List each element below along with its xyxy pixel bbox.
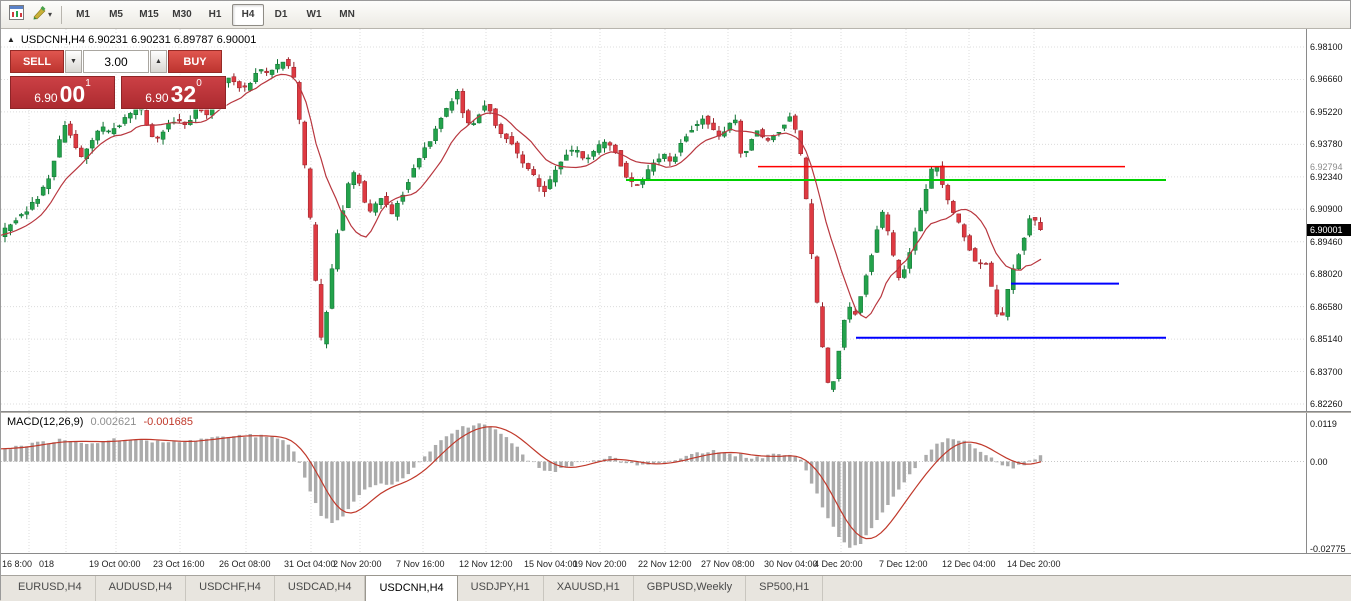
timeframe-h1[interactable]: H1 [208,8,222,20]
buy-button[interactable]: BUY [168,50,222,73]
time-axis-label: 7 Dec 12:00 [879,559,928,569]
sell-price-big: 00 [59,81,86,107]
chart-ohlc-header: USDCNH,H4 6.90231 6.90231 6.89787 6.9000… [20,34,257,46]
tab-usdcnh-h4[interactable]: USDCNH,H4 [365,575,458,601]
time-axis-label: 23 Oct 16:00 [153,559,205,569]
time-axis-label: 12 Dec 04:00 [942,559,996,569]
sell-price-sup: 1 [85,78,91,89]
price-tick: 6.89460 [1310,236,1343,247]
price-chart-pane: ▲ USDCNH,H4 6.90231 6.90231 6.89787 6.90… [1,29,1351,411]
time-axis-label: 31 Oct 04:00 [284,559,336,569]
price-plot[interactable]: ▲ USDCNH,H4 6.90231 6.90231 6.89787 6.90… [1,29,1306,411]
dropdown-caret-icon: ▾ [48,10,53,19]
price-tick: 6.95220 [1310,106,1343,117]
buy-price-quote[interactable]: 6.90 32 0 [121,76,226,109]
macd-tick: -0.02775 [1310,544,1346,554]
macd-tick: 0.0119 [1310,419,1337,429]
time-axis-label: 16 8:00 [2,559,33,569]
one-click-toggle-icon[interactable]: ▲ [7,35,15,44]
timeframe-m5[interactable]: M5 [109,8,123,20]
sell-button[interactable]: SELL [10,50,64,73]
macd-pane: MACD(12,26,9) 0.002621 -0.001685 0.0119 0… [1,413,1351,554]
time-axis-label: 14 Dec 20:00 [1007,559,1061,569]
price-tick: 6.85140 [1310,334,1343,345]
macd-tick: 0.00 [1310,456,1328,467]
time-axis-label: 30 Nov 04:00 [764,559,818,569]
tab-usdchf-h4[interactable]: USDCHF,H4 [186,576,275,601]
one-click-trading-panel: SELL ▼ ▲ BUY 6.90 00 1 6.90 32 0 [9,49,227,110]
timeframe-m15[interactable]: M15 [139,8,159,20]
spin-down-icon: ▼ [70,58,77,65]
time-axis[interactable]: 16 8:00 018 19 Oct 00:00 23 Oct 16:00 26 Oct… [1,553,1351,575]
time-axis-label: 19 Nov 20:00 [573,559,627,569]
timeframe-m1[interactable]: M1 [76,8,90,20]
timeframe-buttons: M1 M5 M15 M30 H1 H4 D1 W1 MN [67,3,363,26]
price-tick: 6.98100 [1310,42,1343,52]
price-tick: 6.82260 [1310,399,1343,409]
price-tick: 6.90900 [1310,204,1343,215]
macd-signal-value: -0.001685 [143,416,193,428]
sell-price-prefix: 6.90 [34,91,58,105]
time-axis-label: 7 Nov 16:00 [396,559,445,569]
volume-decrease-button[interactable]: ▼ [65,50,82,73]
time-axis-label: 27 Nov 08:00 [701,559,755,569]
tab-audusd-h4[interactable]: AUDUSD,H4 [96,576,187,601]
price-scale[interactable]: 6.98100 6.96660 6.95220 6.93780 6.92340 6.909… [1306,29,1351,411]
macd-header: MACD(12,26,9) 0.002621 -0.001685 [7,416,193,428]
time-axis-label: 26 Oct 08:00 [219,559,271,569]
crayon-colors-icon [32,5,47,25]
time-axis-label: 4 Dec 20:00 [814,559,863,569]
buy-price-sup: 0 [196,78,202,89]
buy-price-prefix: 6.90 [145,91,169,105]
tab-eurusd-h4[interactable]: EURUSD,H4 [5,576,96,601]
tab-gbpusd-weekly[interactable]: GBPUSD,Weekly [634,576,747,601]
price-tick: 6.93780 [1310,139,1343,150]
buy-price-big: 32 [170,81,197,107]
timeframe-h4[interactable]: H4 [232,3,265,26]
price-tick: 6.86580 [1310,301,1343,312]
pane-splitter[interactable] [1,411,1351,413]
time-axis-label: 15 Nov 04:00 [524,559,578,569]
chart-window-button[interactable] [5,3,28,27]
time-axis-label: 2 Nov 20:00 [333,559,382,569]
tab-xauusd-h1[interactable]: XAUUSD,H1 [544,576,634,601]
macd-plot[interactable]: MACD(12,26,9) 0.002621 -0.001685 [1,413,1306,553]
timeframe-d1[interactable]: D1 [274,8,288,20]
tab-sp500-h1[interactable]: SP500,H1 [746,576,824,601]
volume-input[interactable] [83,50,149,73]
macd-main-value: 0.002621 [90,416,137,428]
macd-label: MACD(12,26,9) [7,416,84,428]
time-axis-label: 018 [39,559,55,569]
toolbar-separator [61,5,63,24]
chart-window-icon [9,4,24,25]
timeframe-mn[interactable]: MN [339,8,355,20]
volume-increase-button[interactable]: ▲ [150,50,167,73]
macd-scale[interactable]: 0.0119 0.00 -0.02775 [1306,413,1351,554]
timeframe-w1[interactable]: W1 [306,8,322,20]
time-axis-label: 19 Oct 00:00 [89,559,141,569]
time-axis-label: 12 Nov 12:00 [459,559,513,569]
crayon-colors-button[interactable]: ▾ [28,3,56,27]
price-tick: 6.83700 [1310,366,1343,377]
current-price-badge: 6.90001 [1307,223,1351,236]
sell-price-quote[interactable]: 6.90 00 1 [10,76,115,109]
price-tick: 6.88020 [1310,269,1343,280]
tab-usdjpy-h1[interactable]: USDJPY,H1 [458,576,544,601]
time-axis-label: 22 Nov 12:00 [638,559,692,569]
symbol-tabs: EURUSD,H4 AUDUSD,H4 USDCHF,H4 USDCAD,H4 USDC… [1,575,1351,601]
price-tick: 6.96660 [1310,74,1343,85]
price-tick: 6.92340 [1310,171,1343,182]
spin-up-icon: ▲ [155,58,162,65]
timeframe-m30[interactable]: M30 [172,8,192,20]
tab-usdcad-h4[interactable]: USDCAD,H4 [275,576,366,601]
toolbar: ▾ M1 M5 M15 M30 H1 H4 D1 W1 MN [1,1,1350,29]
level-price-label: 6.92794 [1310,161,1343,172]
